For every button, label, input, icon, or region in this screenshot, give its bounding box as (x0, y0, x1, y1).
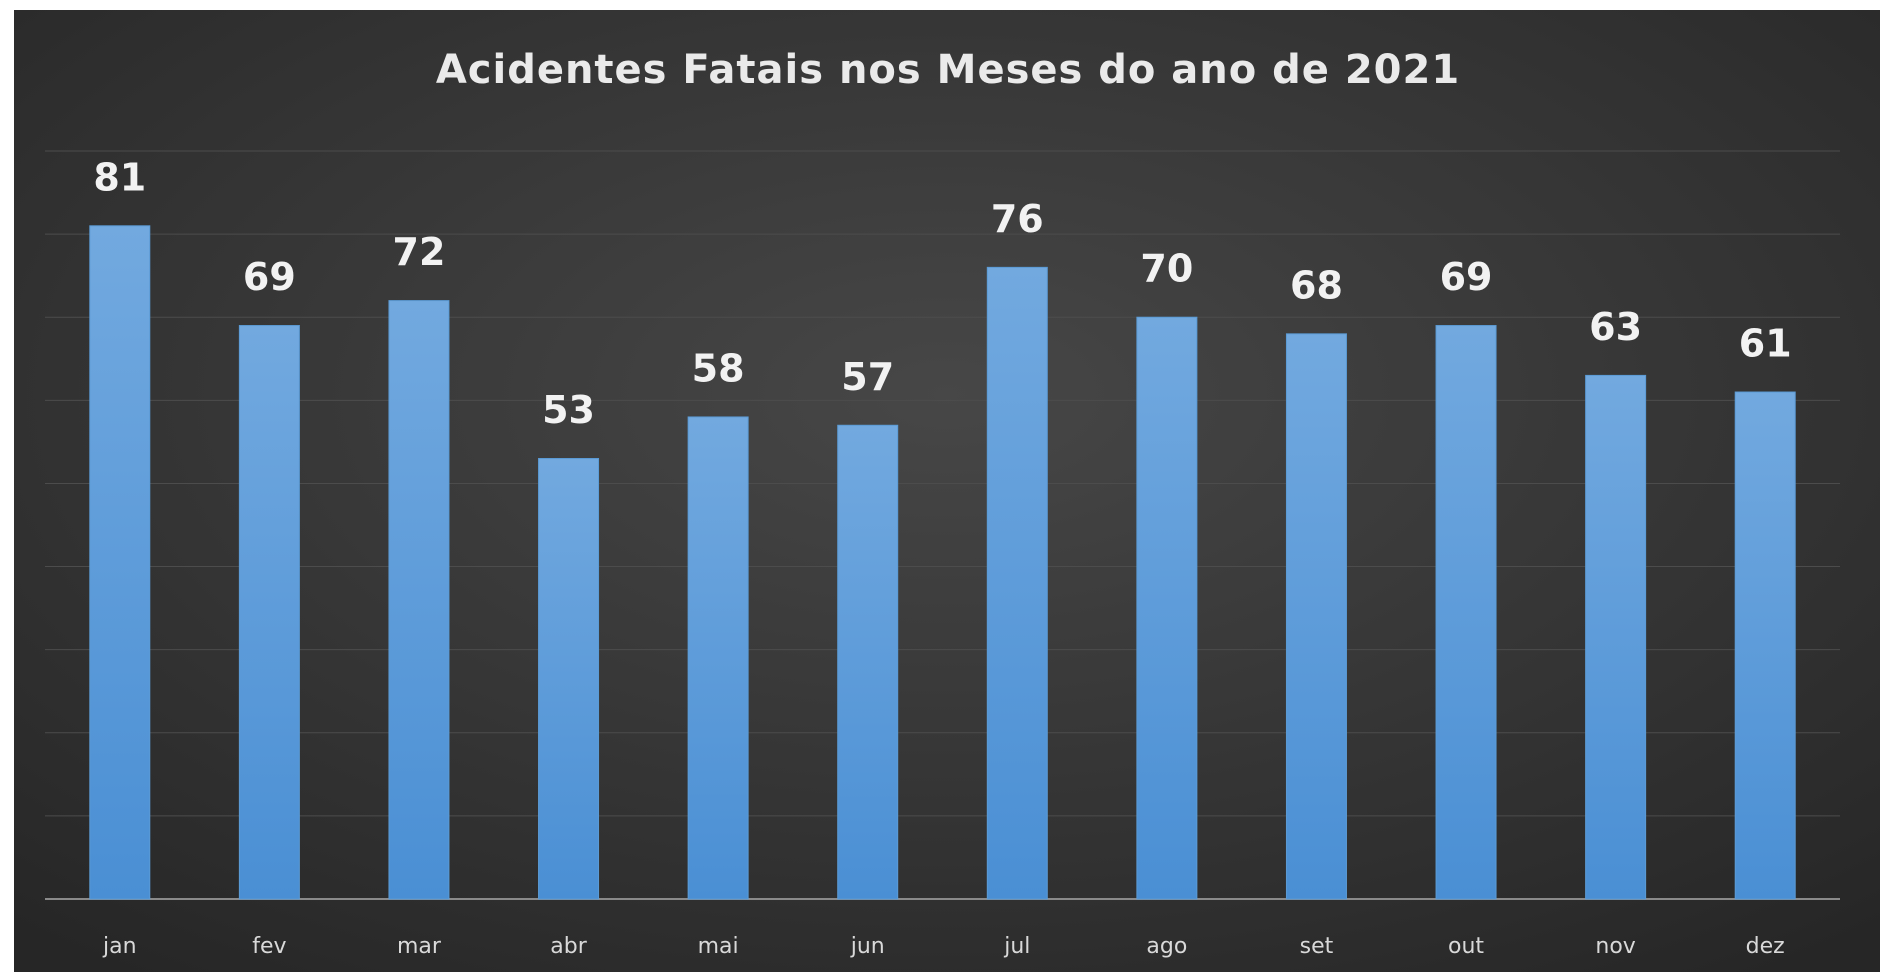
x-tick-label: mar (397, 934, 442, 959)
bar (1585, 374, 1647, 900)
bar (1136, 316, 1198, 900)
data-label: 58 (692, 346, 745, 390)
bar (1435, 325, 1497, 900)
data-label: 68 (1290, 263, 1343, 307)
x-tick-label: abr (550, 934, 587, 959)
data-label: 81 (93, 155, 146, 199)
chart-title: Acidentes Fatais nos Meses do ano de 202… (436, 47, 1460, 93)
x-tick-label: fev (252, 934, 286, 959)
x-tick-label: mai (698, 934, 739, 959)
x-tick-label: nov (1595, 934, 1635, 959)
data-label: 69 (243, 255, 296, 299)
data-label: 76 (991, 197, 1044, 241)
chart-background (14, 10, 1880, 972)
bar (837, 424, 899, 900)
x-tick-label: ago (1146, 934, 1187, 959)
x-tick-label: dez (1746, 934, 1785, 959)
x-tick-label: set (1300, 934, 1334, 959)
bar (986, 266, 1048, 900)
bar (388, 300, 450, 900)
x-tick-label: out (1448, 934, 1484, 959)
bar (89, 225, 151, 900)
data-label: 69 (1440, 255, 1493, 299)
x-tick-label: jan (102, 934, 137, 959)
data-label: 53 (542, 388, 595, 432)
bar (1285, 333, 1347, 900)
bar (687, 416, 749, 900)
data-label: 72 (393, 230, 446, 274)
data-label: 70 (1140, 247, 1193, 291)
data-label: 61 (1739, 322, 1792, 366)
bar (1734, 391, 1796, 900)
bar (538, 458, 600, 900)
data-label: 63 (1589, 305, 1642, 349)
x-tick-label: jul (1003, 934, 1030, 959)
x-tick-label: jun (850, 934, 885, 959)
bar (238, 325, 300, 900)
data-label: 57 (841, 355, 894, 399)
